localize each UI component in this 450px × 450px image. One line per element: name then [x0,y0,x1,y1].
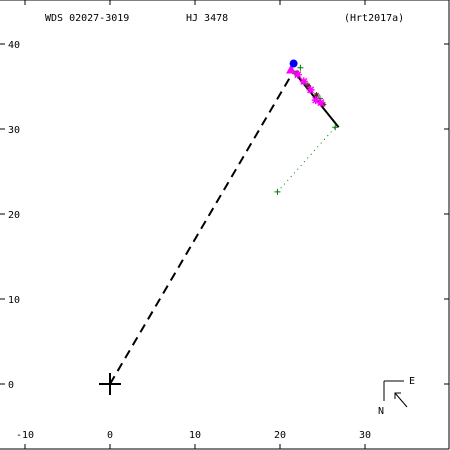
magenta-star-point [311,96,320,105]
x-tick-label: 10 [189,430,201,441]
compass-east-label: E [409,376,415,387]
dark-star-point [313,92,320,98]
y-tick-label: 10 [8,295,20,306]
x-tick-label: -10 [16,430,34,441]
data-marks [99,59,340,395]
node-line [109,70,295,385]
green-plus-point [297,64,304,71]
y-tick-label: 0 [8,380,14,391]
dark-star-point [305,82,312,89]
y-tick-label: 40 [8,40,20,51]
magenta-star-point [293,70,302,79]
magenta-star-point [306,85,315,94]
magenta-star-point [316,98,325,107]
reference-label: (Hrt2017a) [344,13,404,24]
green-plus-point [274,188,281,195]
x-tick-label: 30 [359,430,371,441]
blue-circle-point [289,59,298,68]
motion-arrow-shaft [394,392,408,408]
y-tick-label: 20 [8,210,20,221]
x-tick-label: 0 [107,430,113,441]
wds-id-label: WDS 02027-3019 [45,13,129,24]
magenta-triangle-point [286,64,297,74]
star-name-label: HJ 3478 [186,13,228,24]
motion-arrow-head [394,392,401,399]
residual-line [277,126,336,193]
x-tick-label: 20 [274,430,286,441]
green-plus-point [332,124,339,131]
primary-star-marker [99,373,121,395]
compass-north-label: N [378,406,384,417]
magenta-star-point [299,77,308,86]
y-tick-label: 30 [8,125,20,136]
compass-rose: E N [378,376,415,417]
